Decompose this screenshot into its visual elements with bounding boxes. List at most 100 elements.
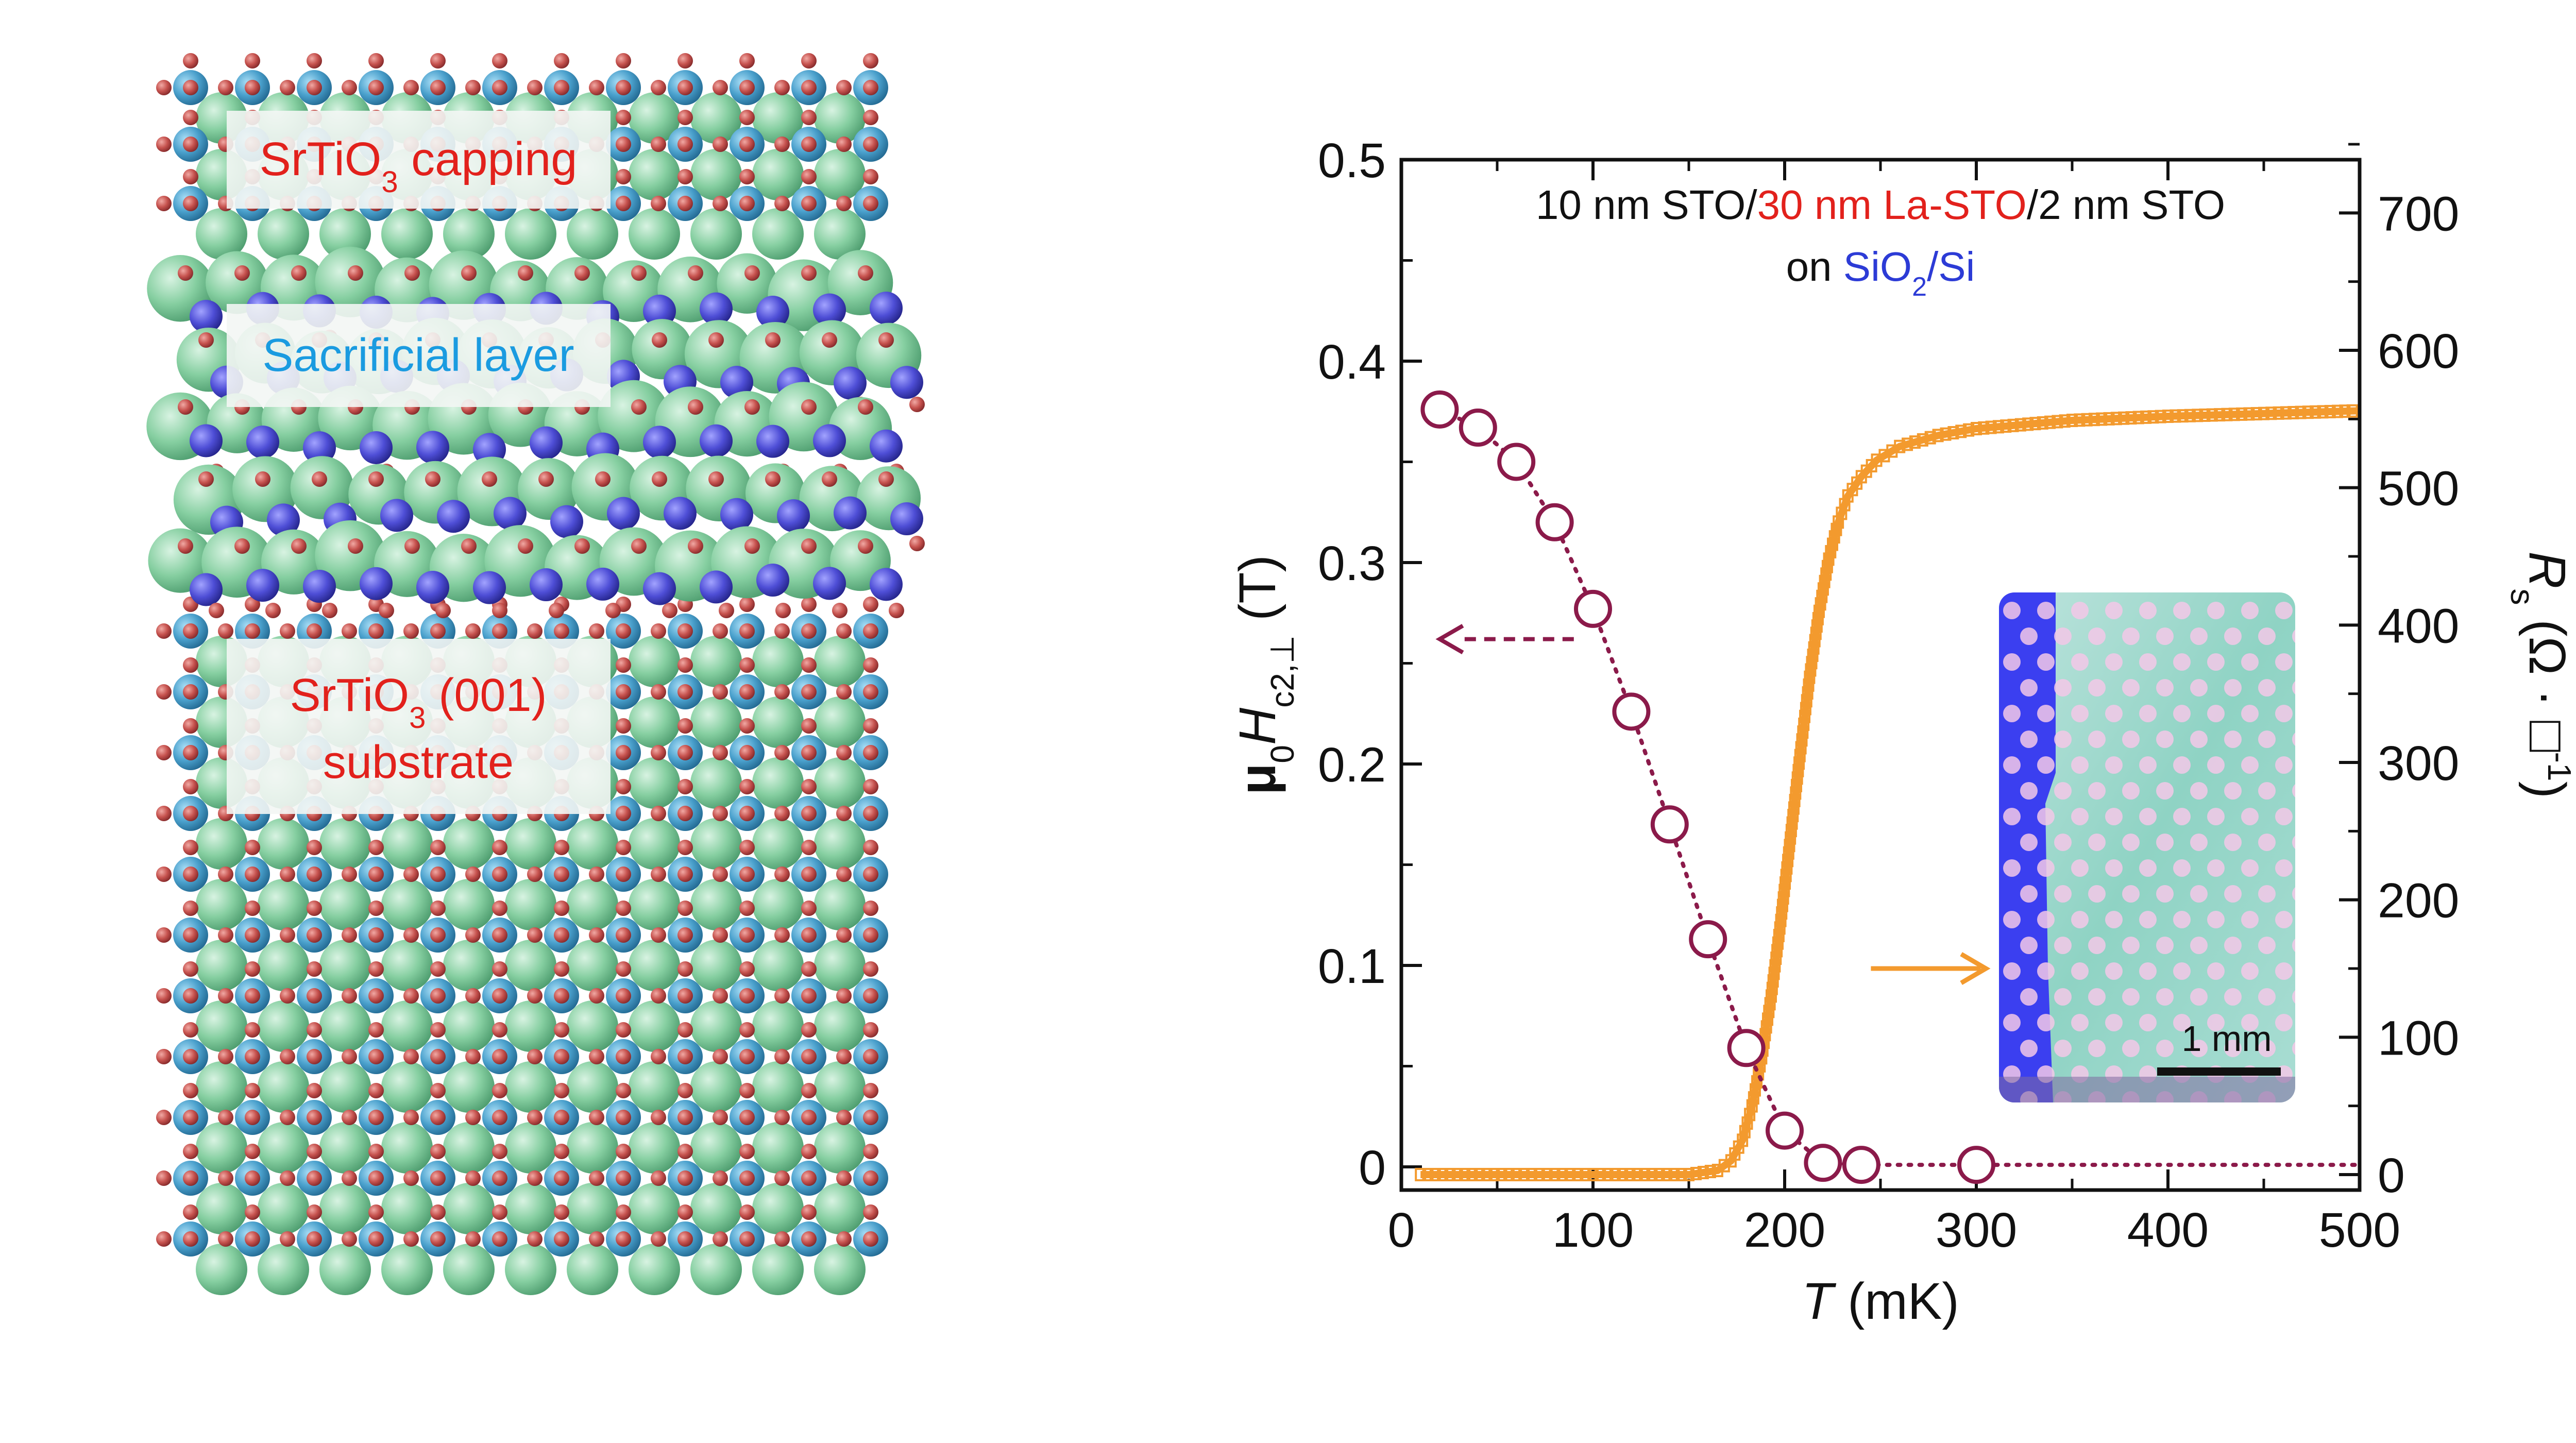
o-atom — [836, 684, 852, 700]
rs-point — [1772, 936, 1784, 950]
svg-text:SrTiO3 capping: SrTiO3 capping — [260, 133, 578, 199]
o-atom — [183, 745, 198, 760]
rs-point — [1781, 861, 1793, 875]
o-atom — [218, 867, 233, 882]
o-atom — [554, 840, 569, 855]
sr-atom — [196, 1244, 247, 1295]
o-atom — [708, 332, 724, 348]
inset-dot — [2207, 911, 2225, 928]
o-atom — [739, 597, 755, 612]
sr-atom — [381, 1000, 433, 1052]
rs-point — [1668, 1168, 1680, 1181]
o-atom — [368, 1049, 384, 1064]
o-atom — [713, 927, 728, 943]
svg-text:substrate: substrate — [323, 737, 514, 788]
plot-frame — [1399, 158, 2362, 1192]
o-atom — [554, 1170, 569, 1186]
sr-atom — [814, 697, 866, 748]
sr-atom — [690, 1244, 742, 1295]
o-atom — [368, 1170, 384, 1186]
rs-point — [1807, 649, 1819, 662]
o-atom — [677, 1144, 693, 1159]
o-atom — [183, 1204, 198, 1220]
rs-point — [2273, 406, 2284, 420]
o-atom — [801, 196, 817, 211]
sr-atom — [196, 1183, 247, 1234]
rs-point — [2007, 418, 2019, 432]
rs-point — [1821, 559, 1833, 573]
sr-atom — [381, 940, 433, 991]
rs-point — [1488, 1168, 1500, 1181]
x-tick-label: 500 — [2319, 1203, 2401, 1258]
o-atom — [379, 603, 394, 618]
o-atom — [430, 1083, 446, 1098]
o-atom — [218, 623, 233, 639]
la-atom — [607, 497, 640, 530]
sr-atom — [814, 1244, 866, 1295]
rs-point — [1683, 1168, 1694, 1181]
inset-scale-bar: 1 mm — [2157, 1018, 2281, 1076]
sr-atom — [752, 818, 804, 870]
inset-dot — [2122, 834, 2140, 851]
o-atom — [404, 538, 420, 554]
rs-point — [1839, 498, 1851, 512]
rs-point — [1572, 1168, 1584, 1181]
inset-dot — [2275, 808, 2293, 825]
inset-dot — [2003, 653, 2021, 671]
o-atom — [616, 1110, 631, 1125]
la-atom — [756, 295, 789, 329]
rs-point — [1741, 1116, 1753, 1130]
o-atom — [836, 745, 852, 760]
hc2-point — [1727, 1029, 1766, 1067]
o-atom — [832, 603, 848, 618]
o-atom — [739, 745, 755, 760]
inset-dot — [2071, 808, 2089, 825]
sr-atom — [752, 940, 804, 991]
inset-dot — [2071, 602, 2089, 619]
o-atom — [651, 927, 666, 943]
o-atom — [677, 53, 693, 69]
rs-point — [1753, 1067, 1765, 1081]
rs-point — [1653, 1168, 1665, 1181]
rs-point — [1451, 1168, 1463, 1181]
rs-point — [1541, 1168, 1553, 1181]
inset-dot — [2258, 1040, 2276, 1057]
o-atom — [322, 603, 337, 618]
sr-atom — [319, 818, 371, 870]
o-atom — [554, 80, 569, 95]
o-atom — [307, 53, 322, 69]
sr-atom — [629, 149, 680, 200]
inset-dot — [2207, 653, 2225, 671]
o-atom — [801, 1022, 817, 1038]
o-atom — [589, 80, 604, 95]
rs-point — [1773, 929, 1785, 942]
rs-point — [2000, 419, 2012, 433]
inset-dot — [2258, 885, 2276, 903]
inset-dot — [2275, 756, 2293, 774]
hc2-point — [1689, 920, 1727, 959]
inset-dot — [2003, 756, 2021, 774]
rs-point — [1787, 809, 1799, 823]
o-atom — [245, 1110, 260, 1125]
o-atom — [156, 867, 172, 882]
o-atom — [739, 623, 755, 639]
svg-text:Sacrificial layer: Sacrificial layer — [262, 330, 574, 381]
inset-dot — [2224, 627, 2242, 645]
rs-point — [1811, 619, 1823, 633]
o-atom — [863, 840, 878, 855]
y-axis-left-label: μ0Hc2,⊥ (T) — [1229, 555, 1301, 795]
sr-atom — [567, 1122, 618, 1174]
o-atom — [307, 901, 322, 916]
o-atom — [465, 927, 481, 943]
rs-point — [1795, 741, 1807, 755]
o-atom — [801, 1231, 817, 1247]
sr-atom — [690, 940, 742, 991]
rs-point — [2074, 413, 2086, 427]
rs-point — [2346, 404, 2358, 418]
o-atom — [801, 806, 817, 821]
o-atom — [863, 196, 878, 211]
o-atom — [616, 867, 631, 882]
o-atom — [218, 927, 233, 943]
inset-dot — [2224, 782, 2242, 800]
o-atom — [774, 806, 790, 821]
